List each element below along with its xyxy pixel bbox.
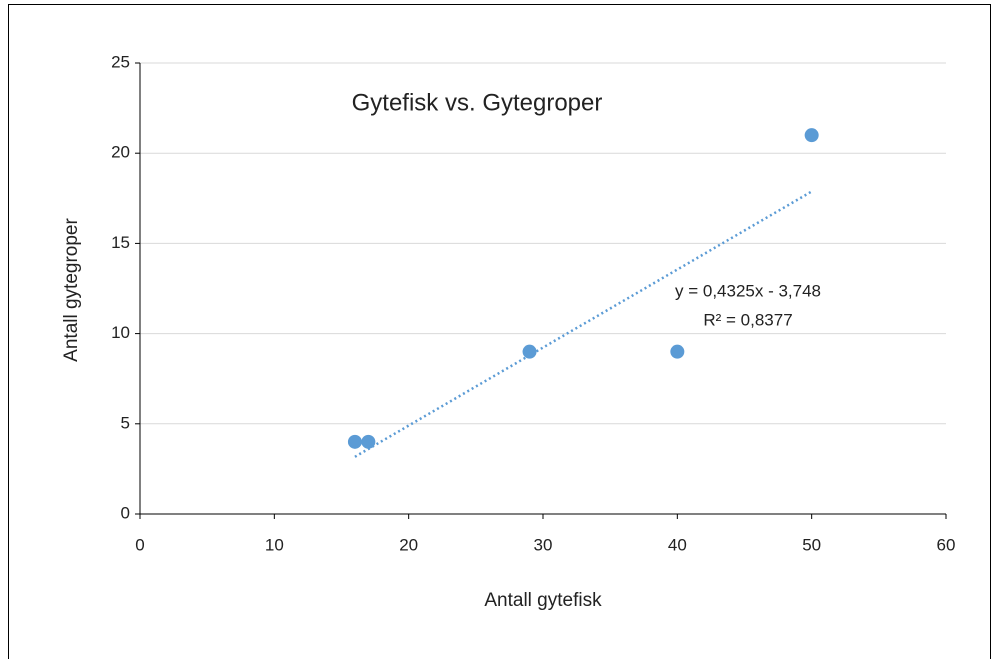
y-tick-label: 15 xyxy=(111,233,130,252)
y-tick-label: 0 xyxy=(121,503,130,522)
y-tick-label: 5 xyxy=(121,413,130,432)
x-tick-label: 20 xyxy=(399,535,418,554)
x-tick-label: 10 xyxy=(265,535,284,554)
data-point xyxy=(361,434,376,449)
trendline-equation: y = 0,4325x - 3,748 xyxy=(675,281,821,300)
x-axis-label: Antall gytefisk xyxy=(484,590,602,611)
y-axis-label: Antall gytegroper xyxy=(61,218,82,362)
x-tick-label: 0 xyxy=(135,535,144,554)
x-tick-label: 50 xyxy=(802,535,821,554)
y-tick-label: 25 xyxy=(111,52,130,71)
data-point xyxy=(804,128,819,143)
y-tick-label: 20 xyxy=(111,143,130,162)
data-point xyxy=(522,344,537,359)
y-tick-label: 10 xyxy=(111,323,130,342)
trendline-r-squared: R² = 0,8377 xyxy=(703,310,792,329)
x-tick-label: 60 xyxy=(937,535,956,554)
data-point xyxy=(347,434,362,449)
chart-title: Gytefisk vs. Gytegroper xyxy=(352,89,603,116)
x-tick-label: 40 xyxy=(668,535,687,554)
trendline xyxy=(354,190,813,458)
data-point xyxy=(670,344,685,359)
chart-frame xyxy=(8,4,991,659)
x-tick-label: 30 xyxy=(534,535,553,554)
